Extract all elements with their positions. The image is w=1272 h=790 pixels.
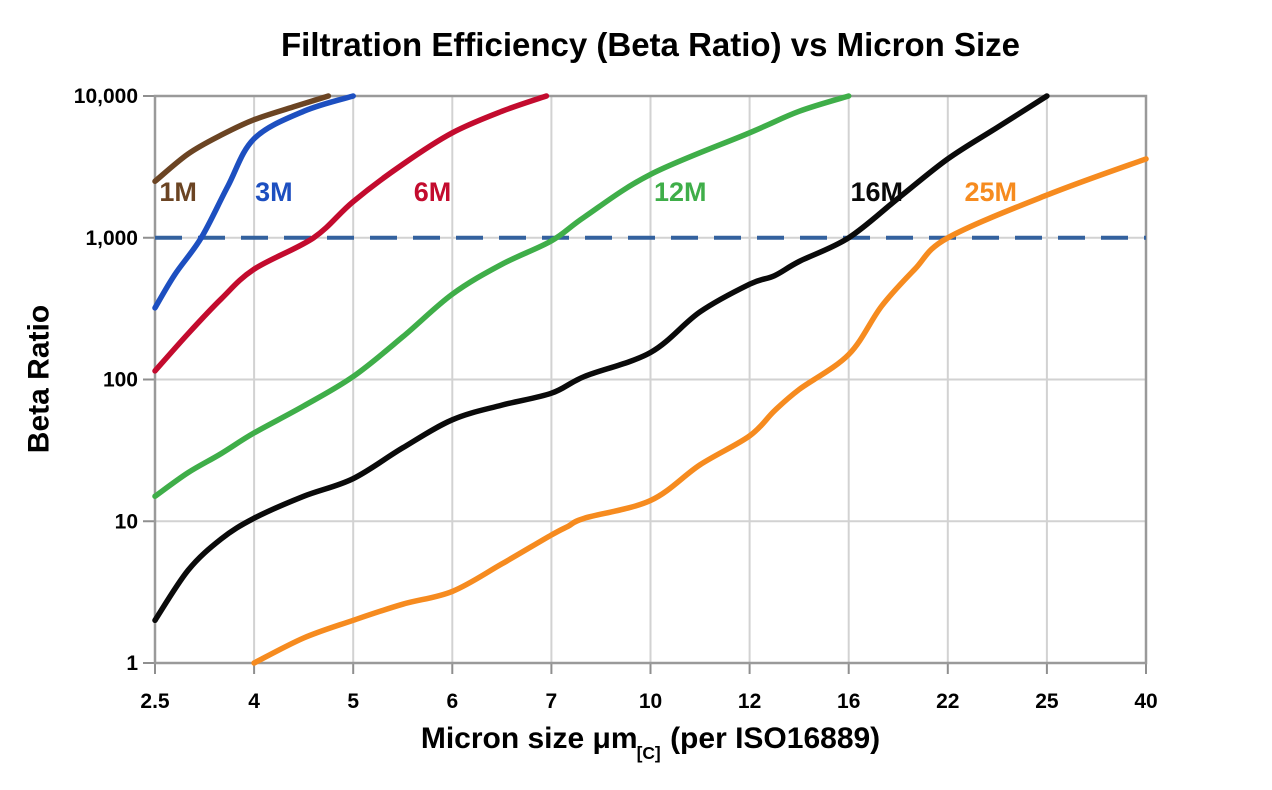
curve-label-16M: 16M: [851, 177, 904, 207]
curve-16M: [152, 93, 1050, 624]
curve-12M: [152, 93, 852, 500]
y-tick-label: 10: [115, 510, 138, 533]
curve-label-3M: 3M: [255, 177, 293, 207]
curve-label-25M: 25M: [964, 177, 1017, 207]
curve-25M: [251, 156, 1149, 666]
x-tick-label: 4: [248, 690, 260, 713]
y-tick-label: 1,000: [85, 227, 138, 250]
x-tick-label: 5: [347, 690, 359, 713]
curve-1M: [152, 93, 332, 185]
curve-6M: [152, 93, 550, 374]
x-tick-label: 12: [738, 690, 761, 713]
curve-label-1M: 1M: [159, 177, 197, 207]
x-axis-title: Micron size μm[C] (per ISO16889): [155, 722, 1146, 763]
x-tick-label: 2.5: [140, 690, 170, 713]
x-tick-label: 40: [1134, 690, 1157, 713]
x-tick-label: 7: [546, 690, 558, 713]
x-tick-label: 16: [837, 690, 860, 713]
curve-label-12M: 12M: [654, 177, 707, 207]
x-tick-label: 22: [936, 690, 959, 713]
x-tick-label: 6: [446, 690, 458, 713]
y-tick-label: 1: [126, 652, 138, 675]
x-axis-title-subscript: [C]: [636, 743, 661, 763]
x-axis-title-suffix: (per ISO16889): [661, 722, 881, 755]
curve-3M: [152, 93, 356, 311]
y-tick-label: 10,000: [74, 85, 138, 108]
plot-frame: [153, 94, 1148, 665]
x-tick-label: 10: [639, 690, 662, 713]
y-tick-label: 100: [103, 369, 138, 392]
curve-label-6M: 6M: [414, 177, 452, 207]
x-axis-title-main: Micron size μm: [420, 722, 638, 755]
chart-title: Filtration Efficiency (Beta Ratio) vs Mi…: [281, 26, 1020, 63]
x-tick-label: 25: [1035, 690, 1059, 713]
